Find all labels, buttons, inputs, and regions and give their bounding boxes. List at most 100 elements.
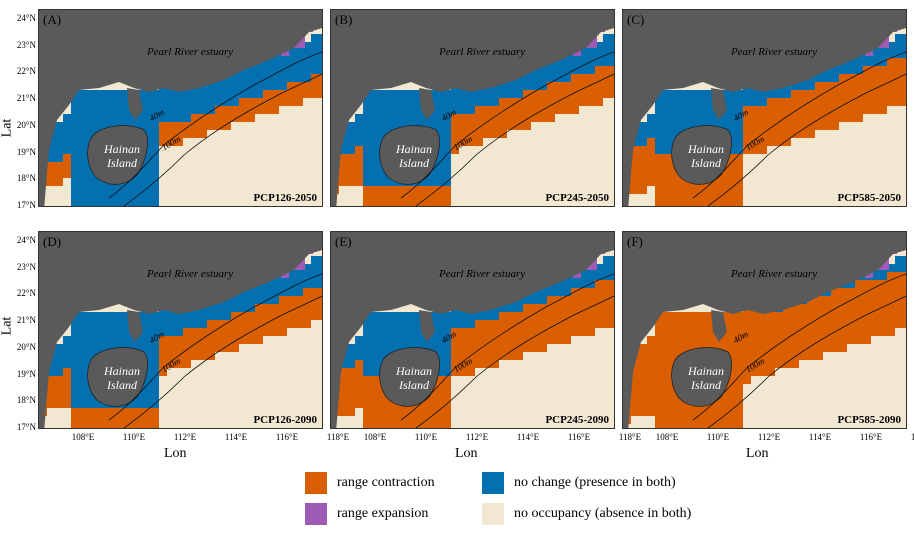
- lon-tick-label: 114°E: [516, 432, 540, 442]
- occupancy-cell: [79, 320, 87, 328]
- occupancy-cell: [759, 328, 767, 336]
- occupancy-cell: [595, 98, 603, 106]
- occupancy-cell: [395, 328, 403, 336]
- occupancy-cell: [435, 352, 443, 360]
- occupancy-cell: [759, 360, 767, 368]
- island-label-line2: Island: [399, 378, 429, 392]
- occupancy-cell: [791, 336, 799, 344]
- occupancy-cell: [775, 336, 783, 344]
- occupancy-cell: [111, 408, 119, 416]
- occupancy-cell: [143, 424, 151, 428]
- occupancy-cell: [563, 82, 571, 90]
- occupancy-cell: [735, 352, 743, 360]
- occupancy-cell: [663, 106, 671, 114]
- occupancy-cell: [799, 328, 807, 336]
- occupancy-cell: [159, 368, 167, 376]
- occupancy-cell: [279, 98, 287, 106]
- occupancy-cell: [55, 170, 63, 178]
- occupancy-cell: [555, 66, 563, 74]
- occupancy-cell: [387, 194, 395, 202]
- occupancy-cell: [371, 408, 379, 416]
- occupancy-cell: [895, 74, 903, 82]
- occupancy-cell: [475, 122, 483, 130]
- occupancy-cell: [143, 106, 151, 114]
- occupancy-cell: [499, 336, 507, 344]
- occupancy-cell: [279, 58, 287, 66]
- island-label-line1: Hainan: [104, 364, 140, 378]
- occupancy-cell: [655, 336, 663, 344]
- occupancy-cell: [443, 146, 451, 154]
- occupancy-cell: [523, 296, 531, 304]
- occupancy-cell: [119, 98, 127, 106]
- occupancy-cell: [611, 82, 614, 90]
- peninsula-shape: [711, 310, 727, 342]
- occupancy-cell: [671, 98, 679, 106]
- occupancy-cell: [555, 288, 563, 296]
- occupancy-cell: [515, 90, 523, 98]
- occupancy-cell: [379, 98, 387, 106]
- occupancy-cell: [603, 74, 611, 82]
- occupancy-cell: [743, 328, 751, 336]
- occupancy-cell: [475, 138, 483, 146]
- occupancy-cell: [823, 312, 831, 320]
- occupancy-cell: [703, 114, 711, 122]
- occupancy-cell: [751, 138, 759, 146]
- occupancy-cell: [735, 98, 743, 106]
- occupancy-cell: [319, 280, 322, 288]
- occupancy-cell: [355, 344, 363, 352]
- occupancy-cell: [103, 90, 111, 98]
- occupancy-cell: [71, 376, 79, 384]
- occupancy-cell: [655, 114, 663, 122]
- occupancy-cell: [443, 122, 451, 130]
- occupancy-cell: [743, 344, 751, 352]
- occupancy-cell: [379, 408, 387, 416]
- occupancy-cell: [491, 98, 499, 106]
- occupancy-cell: [507, 344, 515, 352]
- occupancy-cell: [127, 186, 135, 194]
- occupancy-cell: [387, 408, 395, 416]
- occupancy-cell: [371, 424, 379, 428]
- occupancy-cell: [71, 368, 79, 376]
- occupancy-cell: [743, 114, 751, 122]
- occupancy-cell: [467, 122, 475, 130]
- occupancy-cell: [655, 424, 663, 428]
- occupancy-cell: [119, 424, 127, 428]
- legend-swatch-contraction: [305, 472, 327, 494]
- occupancy-cell: [563, 304, 571, 312]
- occupancy-cell: [735, 162, 743, 170]
- occupancy-cell: [87, 344, 95, 352]
- occupancy-cell: [815, 344, 823, 352]
- occupancy-cell: [563, 320, 571, 328]
- occupancy-cell: [371, 376, 379, 384]
- occupancy-cell: [47, 146, 55, 154]
- occupancy-cell: [879, 288, 887, 296]
- occupancy-cell: [151, 170, 159, 178]
- occupancy-cell: [687, 122, 695, 130]
- occupancy-cell: [295, 66, 303, 74]
- occupancy-cell: [311, 90, 319, 98]
- occupancy-cell: [395, 106, 403, 114]
- occupancy-cell: [539, 304, 547, 312]
- occupancy-cell: [839, 320, 847, 328]
- occupancy-cell: [759, 122, 767, 130]
- occupancy-cell: [459, 360, 467, 368]
- occupancy-cell: [603, 82, 611, 90]
- occupancy-cell: [387, 416, 395, 424]
- occupancy-cell: [87, 186, 95, 194]
- occupancy-cell: [363, 416, 371, 424]
- map-panel: (F) PCP585-2090 Pearl River estuary Hainan I…: [622, 231, 907, 429]
- occupancy-cell: [751, 122, 759, 130]
- occupancy-cell: [515, 122, 523, 130]
- occupancy-cell: [515, 344, 523, 352]
- occupancy-cell: [271, 82, 279, 90]
- occupancy-cell: [451, 328, 459, 336]
- occupancy-cell: [563, 296, 571, 304]
- occupancy-cell: [751, 90, 759, 98]
- occupancy-cell: [363, 106, 371, 114]
- occupancy-cell: [703, 186, 711, 194]
- occupancy-cell: [271, 320, 279, 328]
- occupancy-cell: [451, 352, 459, 360]
- occupancy-cell: [427, 416, 435, 424]
- occupancy-cell: [467, 344, 475, 352]
- occupancy-cell: [319, 66, 322, 74]
